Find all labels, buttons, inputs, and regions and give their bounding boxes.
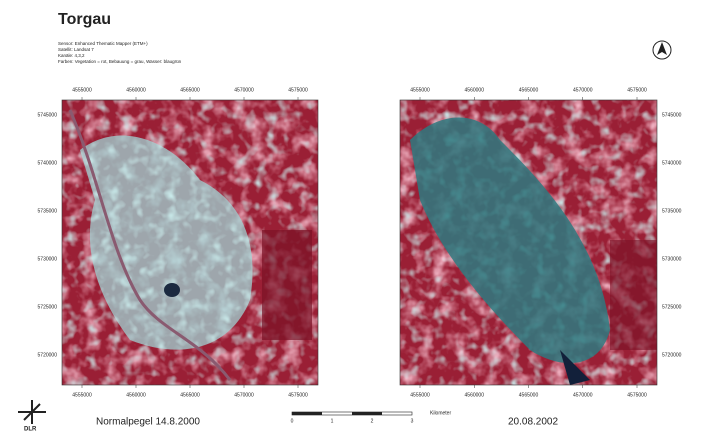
y-tick-label: 5730000 xyxy=(662,256,682,262)
image-2002 xyxy=(400,100,657,385)
scale-label: 1 xyxy=(331,418,334,424)
caption-2002: 20.08.2002 xyxy=(508,417,558,428)
y-tick-label: 5725000 xyxy=(38,304,58,310)
info-line: Kanäle: 4,3,2 xyxy=(58,53,85,58)
x-tick-label: 4570000 xyxy=(234,87,254,93)
y-tick-label: 5735000 xyxy=(38,208,58,214)
x-tick-label: 4555000 xyxy=(72,392,92,398)
title: Torgau xyxy=(58,11,111,28)
y-tick-label: 5740000 xyxy=(38,160,58,166)
x-tick-label: 4570000 xyxy=(573,392,593,398)
scale-label: 3 xyxy=(411,418,414,424)
x-tick-label: 4575000 xyxy=(288,87,308,93)
x-tick-label: 4570000 xyxy=(573,87,593,93)
x-tick-label: 4555000 xyxy=(72,87,92,93)
x-tick-label: 4575000 xyxy=(627,87,647,93)
y-tick-label: 5720000 xyxy=(662,352,682,358)
y-tick-label: 5740000 xyxy=(662,160,682,166)
x-tick-label: 4560000 xyxy=(465,392,485,398)
x-tick-label: 4570000 xyxy=(234,392,254,398)
map-sheet: Torgau Sensor: Enhanced Thematic Mapper … xyxy=(0,0,713,434)
scale-unit: Kilometer xyxy=(430,410,451,416)
scale-bar xyxy=(292,412,412,415)
y-tick-label: 5745000 xyxy=(38,112,58,118)
x-tick-label: 4555000 xyxy=(410,87,430,93)
y-tick-label: 5745000 xyxy=(662,112,682,118)
y-tick-label: 5735000 xyxy=(662,208,682,214)
y-tick-label: 5725000 xyxy=(662,304,682,310)
scale-label: 2 xyxy=(371,418,374,424)
info-line: Farben: Vegetation = rot, Bebauung = gra… xyxy=(58,59,182,64)
x-tick-label: 4565000 xyxy=(519,392,539,398)
x-tick-label: 4575000 xyxy=(288,392,308,398)
x-tick-label: 4555000 xyxy=(410,392,430,398)
caption-2000: Normalpegel 14.8.2000 xyxy=(96,417,200,428)
image-2000 xyxy=(62,100,318,385)
x-tick-label: 4565000 xyxy=(180,87,200,93)
x-tick-label: 4575000 xyxy=(627,392,647,398)
x-tick-label: 4560000 xyxy=(126,392,146,398)
y-tick-label: 5730000 xyxy=(38,256,58,262)
logo-text: DLR xyxy=(24,427,37,433)
info-line: Sensor: Enhanced Thematic Mapper (ETM+) xyxy=(58,41,148,46)
x-tick-label: 4560000 xyxy=(465,87,485,93)
info-line: Satellit: Landsat 7 xyxy=(58,47,94,52)
scale-label: 0 xyxy=(291,418,294,424)
x-tick-label: 4565000 xyxy=(519,87,539,93)
north-arrow xyxy=(653,41,671,59)
x-tick-label: 4560000 xyxy=(126,87,146,93)
y-tick-label: 5720000 xyxy=(38,352,58,358)
info-block: Sensor: Enhanced Thematic Mapper (ETM+)S… xyxy=(58,41,182,64)
dlr-logo: DLR xyxy=(18,400,46,433)
x-tick-label: 4565000 xyxy=(180,392,200,398)
